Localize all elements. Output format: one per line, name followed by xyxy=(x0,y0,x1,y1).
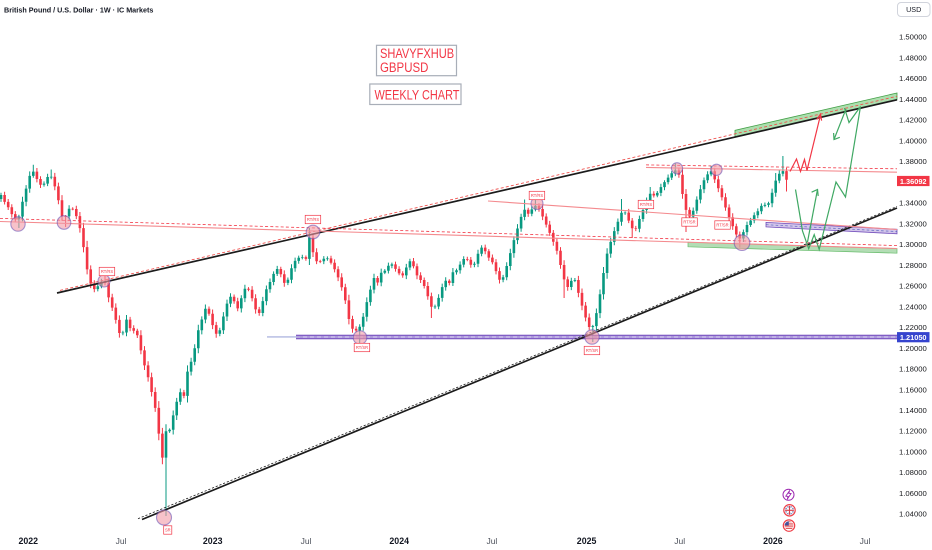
svg-text:RT/RS: RT/RS xyxy=(101,269,113,274)
svg-text:Jul: Jul xyxy=(301,536,312,546)
svg-text:1.16000: 1.16000 xyxy=(899,385,927,394)
svg-text:Jul: Jul xyxy=(486,536,497,546)
svg-text:1.08000: 1.08000 xyxy=(899,468,927,477)
svg-text:Jul: Jul xyxy=(860,536,871,546)
svg-text:RT/RS: RT/RS xyxy=(640,202,652,207)
svg-text:2022: 2022 xyxy=(19,536,39,546)
svg-text:GBPUSD: GBPUSD xyxy=(380,60,428,75)
svg-text:1.26000: 1.26000 xyxy=(899,282,927,291)
svg-text:WEEKLY CHART: WEEKLY CHART xyxy=(375,87,460,102)
svg-text:1.40000: 1.40000 xyxy=(899,136,927,145)
svg-text:1.38000: 1.38000 xyxy=(899,157,927,166)
svg-text:British Pound / U.S. Dollar ·: British Pound / U.S. Dollar · 1W · IC Ma… xyxy=(4,6,153,15)
svg-text:2026: 2026 xyxy=(763,536,783,546)
svg-text:1.32000: 1.32000 xyxy=(899,219,927,228)
svg-text:USD: USD xyxy=(906,5,921,14)
svg-text:SR: SR xyxy=(165,528,171,533)
svg-text:2023: 2023 xyxy=(203,536,223,546)
svg-text:1.06000: 1.06000 xyxy=(899,489,927,498)
svg-text:1.34000: 1.34000 xyxy=(899,199,927,208)
svg-text:1.04000: 1.04000 xyxy=(899,510,927,519)
svg-text:Jul: Jul xyxy=(116,536,127,546)
svg-text:RT/SR: RT/SR xyxy=(716,223,728,228)
svg-text:1.10000: 1.10000 xyxy=(899,448,927,457)
svg-text:2025: 2025 xyxy=(577,536,597,546)
svg-text:1.44000: 1.44000 xyxy=(899,95,927,104)
svg-text:1.20000: 1.20000 xyxy=(899,344,927,353)
svg-text:1.30000: 1.30000 xyxy=(899,240,927,249)
svg-text:1.12000: 1.12000 xyxy=(899,427,927,436)
svg-text:SHAVYFXHUB: SHAVYFXHUB xyxy=(380,46,454,61)
svg-text:2024: 2024 xyxy=(389,536,409,546)
svg-text:RT/SR: RT/SR xyxy=(586,348,598,353)
svg-text:1.46000: 1.46000 xyxy=(899,74,927,83)
svg-text:1.42000: 1.42000 xyxy=(899,116,927,125)
svg-text:RT/SR: RT/SR xyxy=(356,345,368,350)
svg-text:Jul: Jul xyxy=(674,536,685,546)
svg-text:RT/RS: RT/RS xyxy=(307,217,319,222)
svg-text:1.24000: 1.24000 xyxy=(899,302,927,311)
svg-text:1.14000: 1.14000 xyxy=(899,406,927,415)
svg-text:1.48000: 1.48000 xyxy=(899,53,927,62)
svg-text:1.22000: 1.22000 xyxy=(899,323,927,332)
svg-text:1.36092: 1.36092 xyxy=(900,177,927,186)
svg-text:1.21050: 1.21050 xyxy=(900,333,927,342)
svg-text:RT/SR: RT/SR xyxy=(683,220,695,225)
svg-text:1.28000: 1.28000 xyxy=(899,261,927,270)
svg-text:1.18000: 1.18000 xyxy=(899,365,927,374)
svg-text:1.50000: 1.50000 xyxy=(899,33,927,42)
svg-text:RT/RS: RT/RS xyxy=(531,193,543,198)
